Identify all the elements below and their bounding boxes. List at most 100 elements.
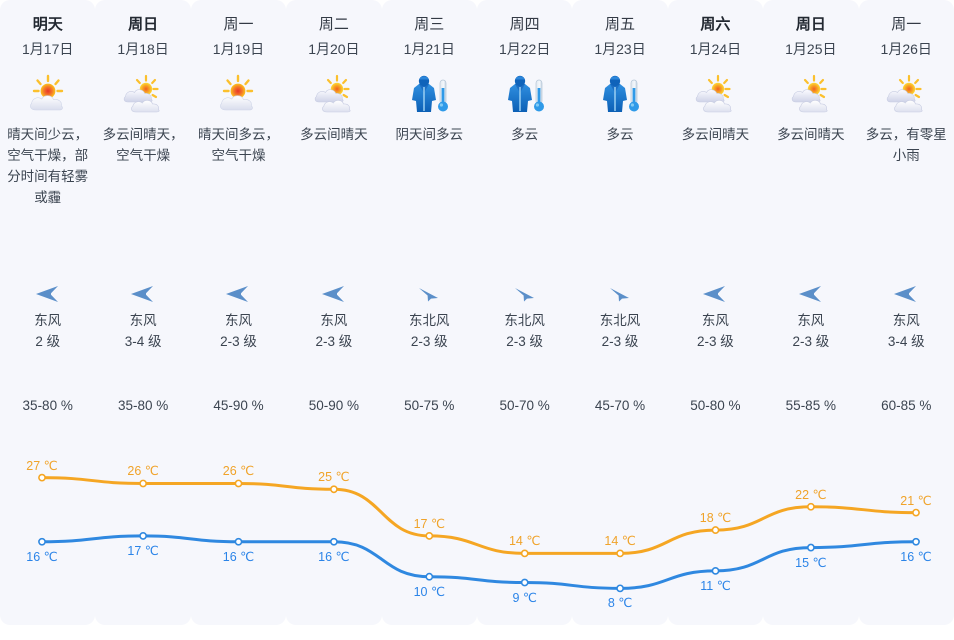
wind-direction-label: 东北风 [409,313,450,328]
day-date: 1月21日 [403,41,455,57]
wind-direction-arrow [128,283,158,305]
cloud-with-sun-icon [791,74,828,113]
forecast-day-1[interactable]: 明天 1月17日 晴天间少云，空气干燥，部分时间有轻雾或霾 东风 2 级 35-80 … [0,0,95,640]
forecast-day-8[interactable]: 周六 1月24日 多云间晴天 东风 2-3 级 50-80 % [668,0,763,640]
weather-icon [500,72,550,118]
day-date: 1月18日 [117,41,169,57]
humidity-label: 45-70 % [594,398,646,413]
weather-condition: 多云间晴天 [777,127,845,142]
weather-icon [213,72,263,118]
weather-condition: 多云间晴天，空气干燥 [102,127,184,163]
wind-direction-arrow [510,283,540,305]
forecast-day-9[interactable]: 周日 1月25日 多云间晴天 东风 2-3 级 55-85 % [763,0,858,640]
wind-direction-label: 东北风 [599,313,641,328]
high-temp-label: 17 ℃ [413,516,446,531]
high-temp-label: 26 ℃ [127,464,159,479]
wind-level-label: 2 级 [35,334,61,349]
day-name: 周一 [223,16,254,33]
weather-condition: 晴天间少云，空气干燥，部分时间有轻雾或霾 [7,127,89,205]
day-name: 周日 [128,16,159,33]
weather-icon [690,72,740,118]
arrow-east-icon [131,286,154,302]
cloud-with-sun-icon [123,74,160,113]
arrow-east-icon [321,286,344,302]
low-temp-label: 16 ℃ [222,549,255,564]
wind-block: 东风 2-3 级 [286,283,381,353]
low-temp-label: 16 ℃ [900,549,932,564]
wind-level-label: 3-4 级 [124,334,162,349]
weather-icon [786,72,836,118]
cloud-with-sun-icon [696,74,732,113]
wind-level-label: 2-3 级 [506,334,544,349]
weather-icon [404,72,454,118]
cloud-with-sun-icon [314,74,351,113]
weather-condition: 多云，有零星小雨 [865,127,947,163]
weather-condition: 多云 [511,127,539,142]
forecast-day-6[interactable]: 周四 1月22日 多云 东北风 2-3 级 50-70 % [477,0,572,640]
weather-icon [23,72,73,118]
wind-block: 东风 3-4 级 [859,283,954,353]
wind-level-label: 2-3 级 [601,334,639,349]
forecast-day-4[interactable]: 周二 1月20日 多云间晴天 东风 2-3 级 50-90 % [286,0,381,640]
weather-condition: 晴天间多云，空气干燥 [197,127,279,163]
low-temp-label: 8 ℃ [607,596,633,611]
day-name: 明天 [32,16,63,33]
high-temp-label: 21 ℃ [900,493,932,508]
weather-condition: 多云间晴天 [300,127,368,142]
wind-direction-arrow [319,283,349,305]
low-temp-label: 16 ℃ [318,549,350,564]
low-temp-label: 11 ℃ [700,578,731,593]
wind-block: 东风 3-4 级 [95,283,190,353]
forecast-day-3[interactable]: 周一 1月19日 晴天间多云，空气干燥 东风 2-3 级 45-90 % [191,0,286,640]
day-date: 1月23日 [594,41,646,57]
arrow-northeast-icon [610,288,630,302]
day-date: 1月22日 [498,41,551,57]
arrow-east-icon [703,286,726,302]
humidity-label: 35-80 % [22,398,73,413]
day-name: 周日 [795,16,826,33]
humidity-label: 60-85 % [881,398,932,413]
low-temp-label: 9 ℃ [512,590,537,605]
high-temp-label: 18 ℃ [699,511,732,526]
wind-level-label: 2-3 级 [697,334,734,349]
high-temp-label: 14 ℃ [604,534,636,549]
forecast-day-10[interactable]: 周一 1月26日 多云，有零星小雨 东风 3-4 级 60-85 % [859,0,954,640]
low-temp-label: 15 ℃ [795,555,827,570]
sun-behind-cloud-icon [29,74,63,111]
wind-direction-label: 东风 [34,313,62,328]
wind-level-label: 2-3 级 [315,334,353,349]
day-name: 周五 [605,16,636,33]
arrow-east-icon [894,286,917,302]
weather-icon [595,72,645,118]
forecast-day-5[interactable]: 周三 1月21日 阴天间多云 东北风 2-3 级 50-75 % [382,0,477,640]
day-date: 1月17日 [22,41,74,57]
sun-behind-cloud-icon [220,74,254,111]
humidity-label: 50-90 % [308,398,360,413]
day-name: 周六 [700,16,731,33]
high-temp-label: 22 ℃ [795,487,827,502]
wind-direction-arrow [223,283,253,305]
high-temp-label: 14 ℃ [508,534,541,549]
wind-direction-arrow [700,283,730,305]
day-name: 周一 [891,16,922,33]
humidity-label: 45-90 % [213,398,264,413]
wind-direction-label: 东风 [701,313,729,328]
humidity-label: 50-70 % [499,398,550,413]
wind-direction-label: 东风 [892,313,920,328]
high-temp-label: 27 ℃ [26,458,58,473]
forecast-day-7[interactable]: 周五 1月23日 多云 东北风 2-3 级 45-70 % [572,0,667,640]
wind-level-label: 3-4 级 [887,334,925,349]
forecast-day-2[interactable]: 周日 1月18日 多云间晴天，空气干燥 东风 3-4 级 35-80 % [95,0,190,640]
weather-icon [309,72,359,118]
arrow-east-icon [798,286,821,302]
wind-level-label: 2-3 级 [410,334,448,349]
weather-condition: 阴天间多云 [395,127,464,142]
wind-direction-label: 东风 [224,313,252,328]
humidity-label: 35-80 % [117,398,169,413]
wind-block: 东北风 2-3 级 [382,283,477,353]
humidity-label: 55-85 % [785,398,836,413]
wind-direction-label: 东北风 [504,313,545,328]
